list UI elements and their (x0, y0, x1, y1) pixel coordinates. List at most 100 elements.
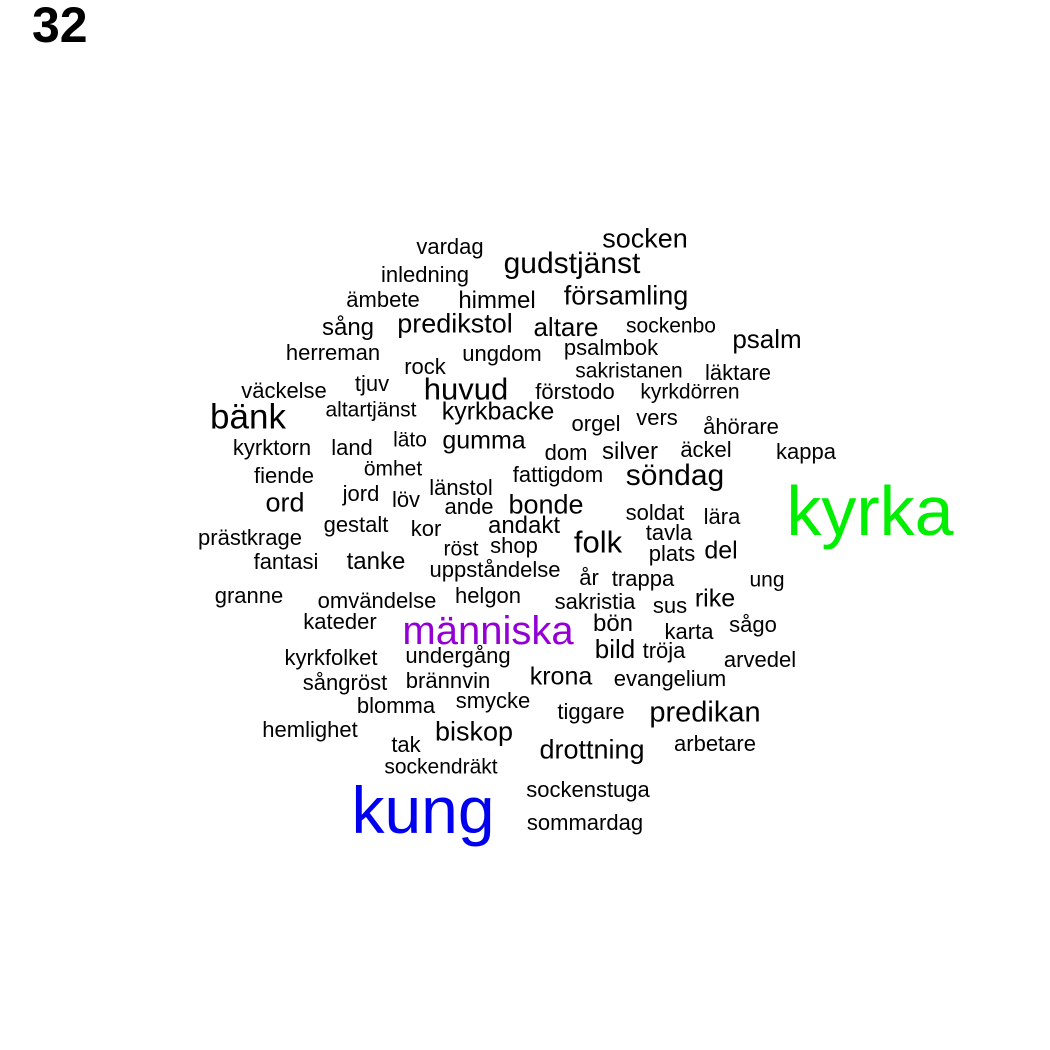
word-bon: bön (592, 610, 634, 637)
word-biskop: biskop (434, 716, 514, 747)
word-gumma: gumma (442, 426, 526, 455)
word-rost: röst (443, 537, 479, 561)
word-ungdom: ungdom (462, 341, 542, 366)
word-kyrka: kyrka (786, 472, 954, 550)
word-bank: bänk (210, 397, 286, 437)
word-vardag: vardag (416, 234, 484, 259)
word-gudstjanst: gudstjänst (503, 247, 641, 280)
word-sondag: söndag (625, 459, 725, 492)
word-andakt: andakt (487, 512, 561, 539)
word-del: del (704, 536, 738, 565)
word-fantasi: fantasi (253, 549, 319, 574)
word-fattigdom: fattigdom (512, 462, 604, 487)
word-dom: dom (544, 440, 588, 465)
word-sockendrakt: sockendräkt (384, 755, 498, 779)
word-huvud: huvud (423, 371, 509, 407)
word-blomma: blomma (356, 693, 436, 718)
word-lov: löv (391, 487, 421, 512)
word-altartjanst: altartjänst (325, 398, 417, 422)
word-lanstol: länstol (429, 475, 493, 500)
word-orgel: orgel (571, 411, 621, 436)
word-kyrkdorren: kyrkdörren (640, 380, 740, 404)
word-prastkrage: prästkrage (198, 525, 302, 550)
word-ahorare: åhörare (703, 414, 779, 439)
word-tanke: tanke (346, 548, 406, 575)
word-laktare: läktare (704, 360, 772, 385)
word-vackelse: väckelse (241, 378, 327, 403)
word-kyrkbacke: kyrkbacke (441, 397, 555, 426)
word-tavla: tavla (645, 520, 693, 545)
word-arvedel: arvedel (723, 647, 797, 672)
word-silver: silver (601, 438, 659, 465)
word-predikan: predikan (649, 696, 761, 729)
word-jord: jord (342, 481, 380, 506)
word-altare: altare (533, 312, 599, 342)
word-krona: krona (529, 662, 593, 691)
word-karta: karta (664, 619, 714, 644)
word-psalm: psalm (732, 324, 802, 354)
word-smycke: smycke (455, 688, 531, 713)
word-sockenbo: sockenbo (626, 314, 716, 338)
word-helgon: helgon (454, 583, 522, 608)
word-hemlighet: hemlighet (262, 717, 358, 742)
word-sommardag: sommardag (526, 810, 644, 835)
word-inledning: inledning (380, 262, 470, 287)
word-omhet: ömhet (363, 457, 423, 481)
word-ung: ung (749, 568, 785, 592)
word-sago: sågo (729, 612, 777, 637)
word-sang: sång (321, 314, 375, 341)
word-kappa: kappa (776, 439, 836, 464)
word-vers: vers (636, 405, 678, 430)
page-number: 32 (32, 0, 88, 53)
word-bild: bild (594, 634, 636, 664)
word-rock: rock (404, 354, 446, 379)
word-sakristia: sakristia (554, 589, 636, 614)
word-predikstol: predikstol (397, 308, 513, 339)
word-sangrost: sångröst (302, 670, 388, 695)
word-arbetare: arbetare (674, 731, 756, 756)
word-sus: sus (652, 593, 688, 618)
word-herreman: herreman (285, 340, 381, 365)
word-uppstandelse: uppståndelse (429, 557, 561, 582)
word-drottning: drottning (539, 734, 645, 765)
word-land: land (331, 435, 373, 460)
word-ande: ande (444, 494, 494, 519)
word-sockenstuga: sockenstuga (526, 777, 650, 802)
word-himmel: himmel (458, 287, 536, 314)
word-sakristanen: sakristanen (575, 359, 683, 383)
word-troja: tröja (642, 638, 686, 663)
word-folk: folk (573, 524, 623, 560)
word-kung: kung (351, 773, 495, 847)
word-forstodo: förstodo (535, 379, 615, 404)
word-soldat: soldat (625, 500, 685, 525)
word-manniska: människa (402, 609, 574, 653)
word-ambete: ämbete (346, 287, 420, 312)
word-lato: läto (393, 428, 427, 452)
word-evangelium: evangelium (613, 666, 727, 691)
word-granne: granne (214, 583, 284, 608)
word-omvandelse: omvändelse (317, 588, 437, 613)
word-lara: lära (703, 504, 741, 529)
word-kor: kor (410, 516, 442, 541)
word-forsamling: församling (563, 280, 689, 311)
word-shop: shop (490, 533, 538, 558)
word-gestalt: gestalt (323, 512, 389, 537)
word-tak: tak (391, 732, 421, 757)
word-bonde: bonde (508, 489, 584, 520)
word-ord: ord (265, 487, 305, 518)
word-tiggare: tiggare (557, 699, 625, 724)
word-rike: rike (694, 584, 736, 613)
word-socken: socken (602, 223, 688, 254)
word-kyrkfolket: kyrkfolket (284, 645, 378, 670)
word-plats: plats (648, 541, 696, 566)
word-ar: år (579, 565, 599, 590)
word-tjuv: tjuv (354, 371, 390, 396)
word-kateder: kateder (303, 609, 377, 634)
word-trappa: trappa (611, 566, 675, 591)
word-fiende: fiende (254, 463, 314, 488)
word-psalmbok: psalmbok (563, 335, 659, 360)
word-undergang: undergång (405, 643, 511, 668)
word-kyrktorn: kyrktorn (232, 435, 312, 460)
word-ackel: äckel (680, 437, 732, 462)
